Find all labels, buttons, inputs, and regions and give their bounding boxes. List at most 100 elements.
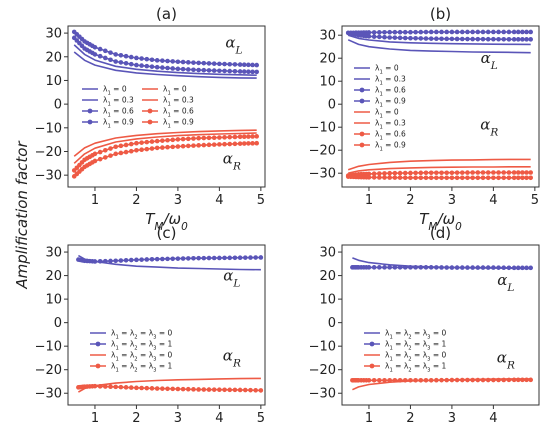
series-point <box>118 143 124 149</box>
series-point <box>211 387 217 392</box>
series-point <box>144 257 150 262</box>
series-line <box>73 51 257 79</box>
series-point <box>485 170 491 175</box>
legend-label: λ1 = 0.9 <box>103 118 134 130</box>
series-point <box>501 175 507 181</box>
x-axis-label: TM/ω0 <box>419 428 462 431</box>
legend-marker <box>359 131 365 137</box>
series-point <box>496 377 501 383</box>
series-point <box>511 37 517 42</box>
legend-entry: λ1 = 0.9 <box>354 97 406 109</box>
series-point <box>123 60 129 66</box>
series-point <box>524 37 529 42</box>
series-point <box>160 65 165 70</box>
series-point <box>154 386 160 391</box>
legend-label: λ1 = 0.6 <box>375 86 406 98</box>
series-point <box>408 265 413 270</box>
y-tick-label: −10 <box>35 121 62 136</box>
series-point <box>196 255 201 261</box>
series-point <box>108 384 113 390</box>
legend-label: λ1 = λ2 = λ3 = 0 <box>111 329 173 341</box>
series-point <box>418 29 424 35</box>
x-tick-label: 4 <box>215 411 223 426</box>
series-point <box>496 36 501 42</box>
series-point <box>423 265 429 270</box>
series-point <box>382 34 387 40</box>
series-point <box>382 265 387 270</box>
series-point <box>97 46 103 52</box>
series-point <box>397 29 403 35</box>
series-point <box>480 170 486 175</box>
legend-marker <box>95 363 101 369</box>
legend-label: λ1 = λ2 = λ3 = 0 <box>385 329 447 341</box>
series-point <box>180 143 186 149</box>
series-point <box>485 175 491 181</box>
x-tick-label: 3 <box>448 193 456 208</box>
series-point <box>180 386 186 392</box>
y-tick-label: 0 <box>54 316 62 331</box>
series-point <box>250 141 255 146</box>
series-point <box>144 63 150 69</box>
series-point <box>397 35 403 41</box>
series-point <box>511 170 517 175</box>
annotation-label: αL <box>481 49 498 72</box>
series-point <box>524 377 529 383</box>
annotation-label: αL <box>497 271 514 294</box>
series-point <box>113 144 118 150</box>
series-point <box>465 175 470 181</box>
series-point <box>444 175 450 181</box>
series-point <box>254 140 260 146</box>
series-point <box>418 175 424 181</box>
x-tick-label: 3 <box>174 411 182 426</box>
series-point <box>139 385 144 391</box>
series-point <box>444 36 450 42</box>
series-point <box>423 175 429 181</box>
series-point <box>408 170 413 176</box>
series-point <box>92 151 98 157</box>
series-point <box>237 255 243 261</box>
series-point <box>506 175 512 181</box>
series-line <box>73 132 257 164</box>
series-point <box>139 63 144 68</box>
series-point <box>511 265 517 271</box>
series-point <box>123 142 129 148</box>
series-point <box>428 265 434 270</box>
series-point <box>428 175 434 181</box>
series-point <box>185 143 191 149</box>
series-point <box>501 29 507 35</box>
series-point <box>113 52 118 57</box>
series-line <box>348 166 531 174</box>
series-point <box>491 265 496 270</box>
series-point <box>413 36 418 41</box>
x-tick-label: 2 <box>132 193 140 208</box>
y-tick-label: 30 <box>319 29 336 44</box>
series-point <box>506 170 512 175</box>
series-point <box>170 137 176 143</box>
series-point <box>232 62 238 67</box>
series-point <box>501 36 507 42</box>
y-tick-label: −10 <box>35 340 62 355</box>
series-point <box>180 59 186 65</box>
series-point <box>377 30 382 35</box>
series-point <box>185 136 191 142</box>
series-point <box>118 52 124 58</box>
series-point <box>524 265 529 271</box>
series-point <box>232 255 238 261</box>
series-point <box>491 29 496 35</box>
series-point <box>496 175 501 181</box>
series-point <box>434 36 439 42</box>
series-point <box>134 140 139 146</box>
series-point <box>454 170 460 175</box>
series-point <box>449 170 455 176</box>
series-point <box>243 387 248 393</box>
series-point <box>428 36 434 41</box>
series-point <box>434 29 439 35</box>
series-point <box>134 62 139 68</box>
series-point <box>520 29 525 35</box>
series-point <box>108 153 113 158</box>
series-point <box>366 171 372 177</box>
y-tick-label: −30 <box>309 167 336 182</box>
series-point <box>449 175 455 181</box>
legend-entry: λ1 = 0 <box>82 85 127 97</box>
